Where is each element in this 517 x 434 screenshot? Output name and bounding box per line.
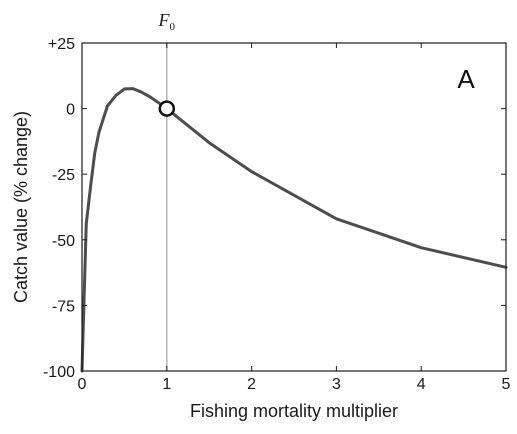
y-tick-label: 0 — [66, 102, 75, 119]
x-tick-label: 1 — [162, 376, 171, 393]
reference-line-label: F0 — [158, 10, 176, 33]
plot-area: 0 1 2 3 4 5 +25 0 -25 -50 -75 -100 — [43, 36, 511, 393]
x-tick-label: 0 — [78, 376, 87, 393]
y-tick-label: +25 — [48, 36, 75, 53]
y-tick-label: -100 — [43, 364, 75, 381]
plot-frame — [81, 42, 507, 372]
y-tick-label: -25 — [52, 167, 75, 184]
series-line-0 — [80, 87, 508, 373]
y-axis-title: Catch value (% change) — [11, 111, 31, 303]
y-tick-label: -75 — [52, 298, 75, 315]
x-axis-title: Fishing mortality multiplier — [190, 401, 398, 421]
reference-label-main: F — [158, 10, 171, 30]
reference-label-subscript: 0 — [170, 21, 176, 33]
x-tick-label: 5 — [502, 376, 511, 393]
x-tick-label: 2 — [247, 376, 256, 393]
panel-label: A — [457, 64, 475, 94]
x-tick-label: 3 — [332, 376, 341, 393]
y-tick-label: -50 — [52, 233, 75, 250]
x-tick-label: 4 — [417, 376, 426, 393]
marker-open-circle — [158, 100, 176, 117]
